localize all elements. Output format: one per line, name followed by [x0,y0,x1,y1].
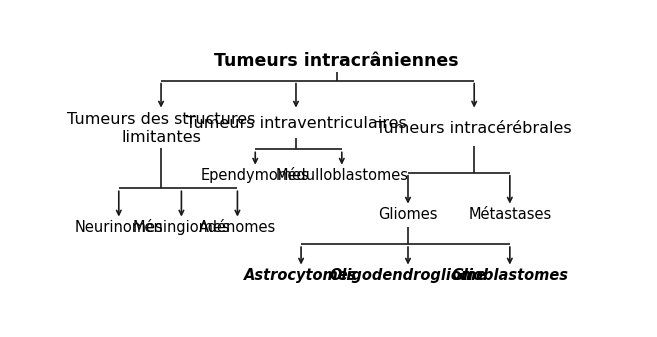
Text: Oligodendrogliome: Oligodendrogliome [330,268,486,283]
Text: Médulloblastomes: Médulloblastomes [275,168,408,183]
Text: Gliomes: Gliomes [378,207,438,222]
Text: Adénomes: Adénomes [199,220,276,235]
Text: Tumeurs intraventriculaires: Tumeurs intraventriculaires [186,116,406,131]
Text: Tumeurs intracrâniennes: Tumeurs intracrâniennes [214,52,459,70]
Text: Astrocytomes: Astrocytomes [244,268,358,283]
Text: Tumeurs des structures
limitantes: Tumeurs des structures limitantes [67,113,255,145]
Text: Tumeurs intracérébrales: Tumeurs intracérébrales [376,121,572,136]
Text: Glioblastomes: Glioblastomes [451,268,568,283]
Text: Métastases: Métastases [468,207,551,222]
Text: Méningiomes: Méningiomes [133,219,230,235]
Text: Ependymomes: Ependymomes [201,168,309,183]
Text: Neurinomes: Neurinomes [74,220,163,235]
